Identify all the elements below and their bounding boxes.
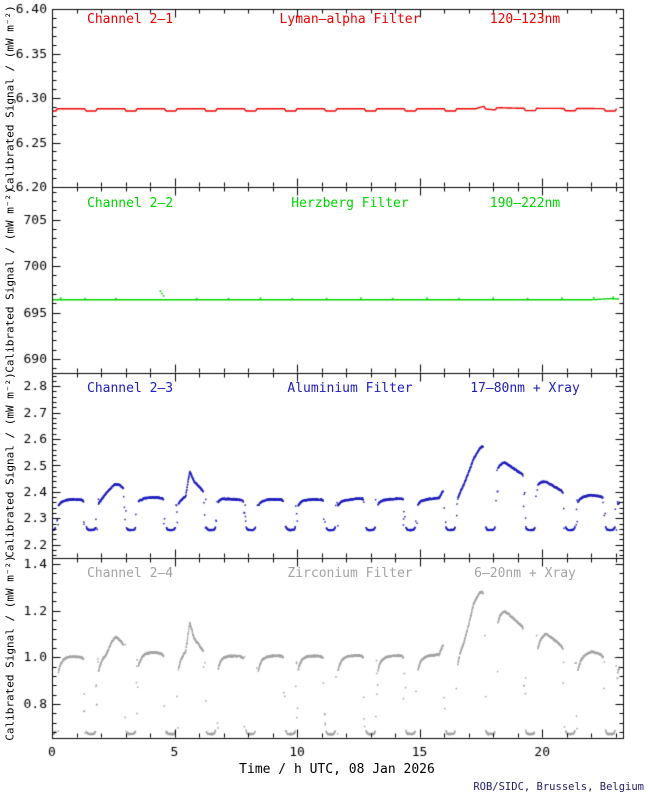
panel4-yaxis-label: Calibrated Signal / (mW m⁻²)	[3, 555, 17, 741]
panel4-channel-label: Channel 2–4	[87, 566, 174, 581]
panel1-band-label: 120–123nm	[489, 12, 561, 27]
panel3-band-label: 17–80nm + Xray	[470, 381, 580, 396]
panel1-yaxis-label: Calibrated Signal / (mW m⁻²)	[3, 5, 17, 191]
panel3-yaxis-label: Calibrated Signal / (mW m⁻²)	[3, 372, 17, 558]
panel2-filter-label: Herzberg Filter	[291, 196, 409, 211]
panel2-band-label: 190–222nm	[489, 196, 561, 211]
panel4-band-label: 6–20nm + Xray	[474, 566, 576, 581]
xaxis-title: Time / h UTC, 08 Jan 2026	[239, 762, 435, 777]
panel2-yaxis-label: Calibrated Signal / (mW m⁻²)	[3, 187, 17, 373]
panel3-channel-label: Channel 2–3	[87, 381, 174, 396]
panel3-filter-label: Aluminium Filter	[287, 381, 413, 396]
panel4-filter-label: Zirconium Filter	[287, 566, 413, 581]
panel1-filter-label: Lyman–alpha Filter	[279, 12, 421, 27]
credit-footer: ROB/SIDC, Brussels, Belgium	[473, 781, 644, 793]
panel1-channel-label: Channel 2–1	[87, 12, 174, 27]
panel2-channel-label: Channel 2–2	[87, 196, 174, 211]
